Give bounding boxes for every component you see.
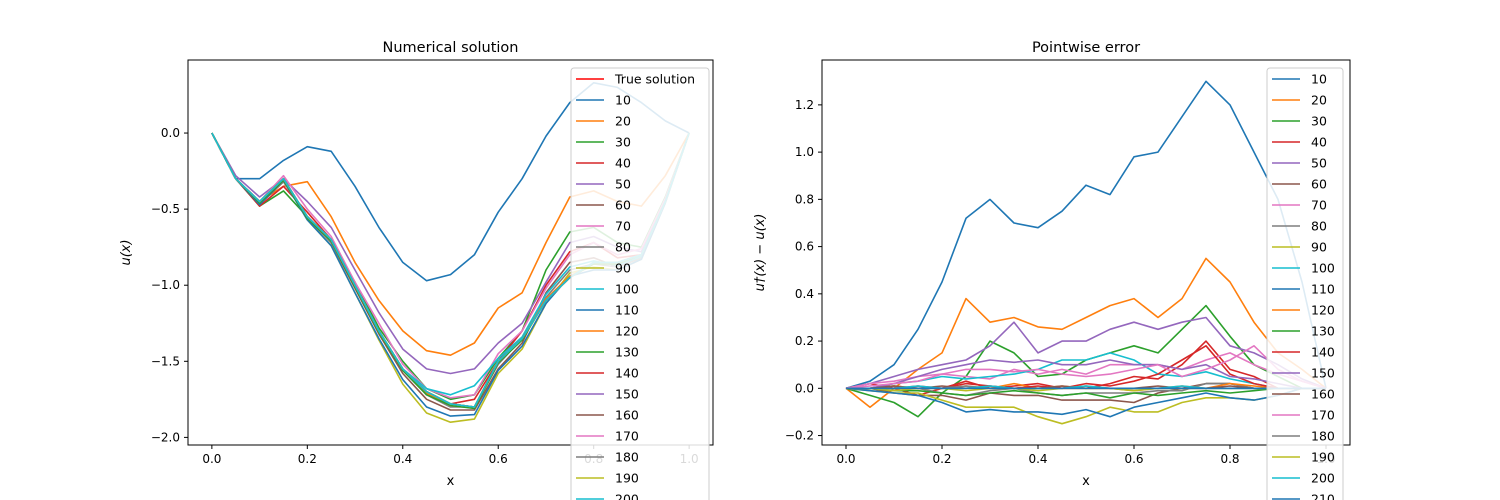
series-line-20	[845, 257, 1327, 409]
legend-label: 110	[1311, 282, 1335, 297]
chart-pointwise-error: Pointwise error 0.0 0.2 0.4 0.6 0.8 1.0 −0.2 0.0…	[753, 40, 1351, 500]
legend-label: 120	[615, 324, 639, 339]
legend-label: 130	[615, 345, 639, 360]
y-tick-label: −0.5	[151, 202, 180, 216]
y-tick-label: 1.2	[795, 98, 814, 112]
legend-label: 200	[1311, 471, 1335, 486]
x-tick-label: 0.0	[202, 452, 221, 466]
legend-label: 70	[1311, 198, 1327, 213]
legend-label: 140	[1311, 345, 1335, 360]
y-tick-label: −1.5	[151, 354, 180, 368]
series-group	[845, 80, 1327, 425]
axes-frame	[187, 59, 714, 446]
series-line-10	[845, 80, 1327, 390]
legend-label: 180	[615, 450, 639, 465]
y-tick-label: 1.0	[795, 145, 814, 159]
legend-label: 190	[615, 471, 639, 486]
x-tick-label: 0.0	[836, 452, 855, 466]
legend-label: 90	[1311, 240, 1327, 255]
legend-label: 60	[615, 198, 631, 213]
series-line-150	[846, 359, 1326, 390]
legend-box	[1266, 67, 1344, 500]
y-tick-label: 0.4	[795, 287, 814, 301]
legend-label: 100	[615, 282, 639, 297]
x-tick-label: 0.4	[1028, 452, 1047, 466]
legend-label: 120	[1311, 303, 1335, 318]
legend-label: 70	[615, 219, 631, 234]
series-line-130	[846, 387, 1326, 399]
y-axis-label: u†(x) − u(x)	[753, 214, 768, 292]
y-tick-label: 0.0	[795, 381, 814, 395]
legend-label: 170	[1311, 408, 1335, 423]
legend-label: 180	[1311, 429, 1335, 444]
chart-title: Numerical solution	[383, 40, 519, 56]
legend-label: 210	[1311, 492, 1335, 500]
y-tick-label: −2.0	[151, 430, 180, 444]
series-line-110	[845, 387, 1326, 418]
series-line-40	[845, 340, 1326, 397]
legend-label: 160	[1311, 387, 1335, 402]
chart-title: Pointwise error	[1032, 40, 1140, 56]
legend-label: 20	[1311, 93, 1327, 108]
y-tick-label: 0.0	[161, 126, 180, 140]
y-tick-label: 0.2	[795, 334, 814, 348]
legend-label: 140	[615, 366, 639, 381]
legend-label: 150	[615, 387, 639, 402]
legend-label: 30	[1311, 114, 1327, 129]
legend-label: 190	[1311, 450, 1335, 465]
legend-label: 150	[1311, 366, 1335, 381]
legend-label: 40	[1311, 135, 1327, 150]
y-tick-label: 0.6	[795, 240, 814, 254]
x-axis-label: x	[1082, 474, 1090, 489]
legend: True solution 10 20 30 40 50 60 70 80 90 100 110 120…	[570, 67, 710, 500]
legend-label: 100	[1311, 261, 1335, 276]
legend-label: 10	[1311, 72, 1327, 87]
legend-label: 130	[1311, 324, 1335, 339]
x-tick-label: 0.2	[932, 452, 951, 466]
legend-label: 50	[615, 177, 631, 192]
legend: 10 20 30 40 50 60 70 80 90 100 110 120 130 140 150 160 1…	[1266, 67, 1344, 500]
x-tick-label: 0.4	[393, 452, 412, 466]
chart-numerical-solution: Numerical solution0.00.20.40.60.81.0−2.0…	[119, 40, 714, 500]
legend-box	[570, 67, 710, 500]
y-tick-label: 0.8	[795, 192, 814, 206]
axes-frame	[821, 59, 1351, 446]
x-tick-label: 0.6	[489, 452, 508, 466]
legend-label: 80	[1311, 219, 1327, 234]
legend-label: 20	[615, 114, 631, 129]
x-tick-label: 0.8	[1220, 452, 1239, 466]
series-line-70	[845, 352, 1327, 390]
y-tick-label: −1.0	[151, 278, 180, 292]
y-axis-label: u(x)	[119, 239, 134, 265]
legend-label: 50	[1311, 156, 1327, 171]
legend-label: 110	[615, 303, 639, 318]
legend-label: 160	[615, 408, 639, 423]
legend-label: 30	[615, 135, 631, 150]
x-axis-label: x	[447, 474, 455, 489]
legend-label: 40	[615, 156, 631, 171]
legend-label: 80	[615, 240, 631, 255]
y-tick-label: −0.2	[785, 429, 814, 443]
series-line-120	[846, 382, 1326, 392]
legend-label: 200	[615, 492, 639, 500]
x-tick-label: 0.2	[298, 452, 317, 466]
x-tick-label: 0.6	[1124, 452, 1143, 466]
legend-label: 10	[615, 93, 631, 108]
legend-label: 60	[1311, 177, 1327, 192]
series-line-170	[845, 344, 1327, 390]
legend-label: 170	[615, 429, 639, 444]
legend-label: 90	[615, 261, 631, 276]
legend-label: True solution	[614, 72, 695, 87]
